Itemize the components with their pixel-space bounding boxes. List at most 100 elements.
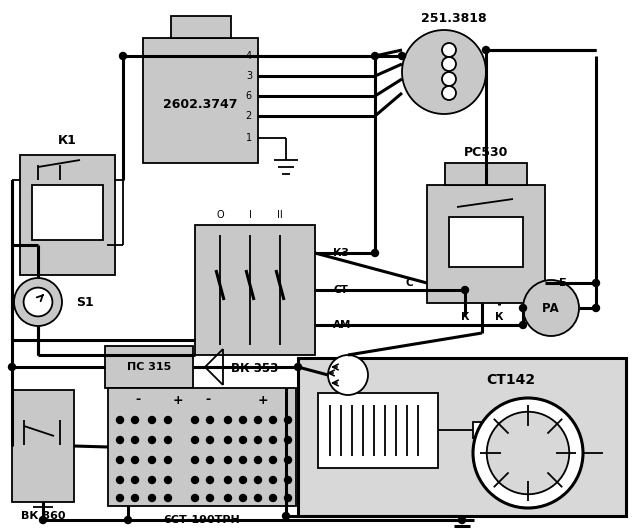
Text: 3: 3 (246, 71, 252, 81)
Circle shape (519, 304, 526, 312)
Circle shape (164, 416, 171, 424)
Circle shape (131, 416, 138, 424)
Circle shape (116, 494, 123, 501)
Text: -: - (206, 393, 211, 407)
Circle shape (269, 494, 276, 501)
Bar (32, 185, 103, 240)
Bar (318, 393, 438, 468)
Circle shape (284, 457, 291, 464)
Text: 6: 6 (246, 91, 252, 101)
Circle shape (225, 457, 232, 464)
Text: Б: Б (559, 278, 567, 288)
Circle shape (592, 279, 599, 287)
Circle shape (328, 355, 368, 395)
Circle shape (269, 457, 276, 464)
Circle shape (399, 53, 406, 59)
Text: 4: 4 (246, 51, 252, 61)
Circle shape (206, 457, 213, 464)
Circle shape (164, 476, 171, 484)
Circle shape (284, 436, 291, 443)
Circle shape (8, 364, 15, 371)
Text: -: - (135, 393, 140, 407)
Circle shape (164, 494, 171, 501)
Bar (473, 422, 491, 438)
Text: СТ: СТ (333, 285, 348, 295)
Circle shape (239, 457, 246, 464)
Circle shape (164, 436, 171, 443)
Text: О: О (216, 210, 224, 220)
Circle shape (371, 53, 378, 59)
Circle shape (284, 476, 291, 484)
Circle shape (164, 457, 171, 464)
Circle shape (131, 494, 138, 501)
Bar (195, 225, 315, 355)
Text: 251.3818: 251.3818 (421, 12, 487, 24)
Circle shape (295, 364, 302, 371)
Circle shape (255, 436, 262, 443)
Text: РА: РА (542, 302, 560, 314)
Circle shape (116, 416, 123, 424)
Circle shape (149, 457, 156, 464)
Text: 2602.3747: 2602.3747 (163, 98, 237, 112)
Circle shape (131, 436, 138, 443)
Circle shape (192, 494, 199, 501)
Circle shape (442, 86, 456, 100)
Text: К1: К1 (58, 134, 76, 148)
Text: С: С (405, 278, 413, 288)
Circle shape (442, 57, 456, 71)
Circle shape (206, 476, 213, 484)
Text: К: К (461, 312, 469, 322)
Circle shape (255, 457, 262, 464)
Circle shape (149, 494, 156, 501)
Text: АМ: АМ (333, 320, 351, 330)
Text: ВК 353: ВК 353 (231, 363, 279, 375)
Circle shape (284, 494, 291, 501)
Circle shape (402, 30, 486, 114)
Bar (108, 388, 296, 506)
Circle shape (192, 457, 199, 464)
Circle shape (239, 476, 246, 484)
Bar (298, 358, 626, 516)
Circle shape (473, 398, 583, 508)
Circle shape (239, 436, 246, 443)
Circle shape (487, 412, 569, 494)
Circle shape (519, 321, 526, 329)
Text: СТ142: СТ142 (486, 373, 536, 387)
Circle shape (131, 476, 138, 484)
Bar (449, 217, 523, 267)
Circle shape (269, 416, 276, 424)
Circle shape (124, 517, 131, 524)
Text: К: К (495, 312, 504, 322)
Bar (105, 346, 193, 388)
Circle shape (239, 494, 246, 501)
Circle shape (592, 304, 599, 312)
Circle shape (206, 416, 213, 424)
Circle shape (225, 494, 232, 501)
Circle shape (284, 416, 291, 424)
Text: +: + (173, 393, 184, 407)
Circle shape (225, 416, 232, 424)
Circle shape (149, 476, 156, 484)
Text: ПС 315: ПС 315 (127, 362, 171, 372)
Text: II: II (277, 210, 283, 220)
Circle shape (206, 494, 213, 501)
Circle shape (116, 457, 123, 464)
Circle shape (371, 250, 378, 256)
Circle shape (192, 416, 199, 424)
Circle shape (239, 416, 246, 424)
Circle shape (269, 436, 276, 443)
Circle shape (225, 476, 232, 484)
Circle shape (523, 280, 579, 336)
Circle shape (283, 512, 290, 519)
Text: 6СТ-190ТРН: 6СТ-190ТРН (164, 515, 241, 525)
Circle shape (458, 517, 465, 524)
Bar (445, 163, 527, 185)
Bar (427, 185, 545, 303)
Text: ВК 860: ВК 860 (21, 511, 65, 521)
Text: S1: S1 (76, 295, 94, 309)
Circle shape (192, 476, 199, 484)
Circle shape (192, 436, 199, 443)
Bar (12, 390, 74, 502)
Circle shape (483, 47, 490, 54)
Circle shape (116, 476, 123, 484)
